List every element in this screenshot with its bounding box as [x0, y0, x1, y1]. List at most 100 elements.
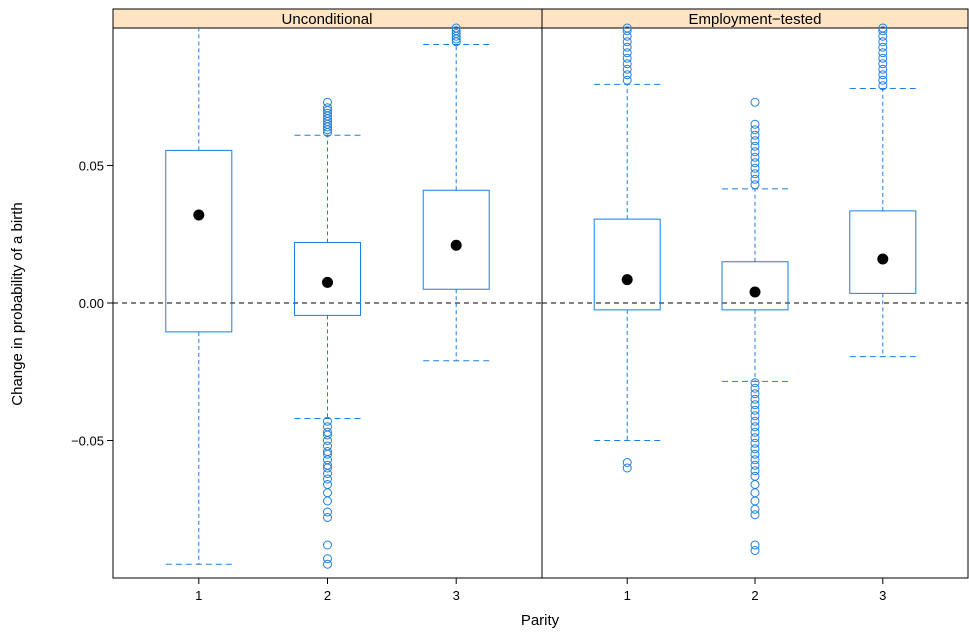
outlier-point [750, 540, 760, 550]
outlier-point [750, 466, 760, 476]
outlier-point [878, 23, 888, 33]
iqr-box [422, 189, 490, 290]
outlier-point [878, 81, 888, 91]
median-dot [322, 276, 333, 288]
outlier-point [323, 436, 332, 445]
outlier-point [750, 180, 760, 190]
outlier-point [750, 119, 760, 129]
outlier-point [750, 433, 760, 443]
outlier-point [323, 469, 332, 478]
x-tick-label: 2 [324, 588, 331, 603]
outlier-point [622, 458, 632, 467]
outlier-point [750, 460, 760, 470]
outlier-point [622, 37, 632, 47]
outlier-point [750, 169, 760, 179]
strip-label-employment-tested: Employment−tested [689, 11, 822, 28]
median-dot [621, 274, 633, 286]
outlier-point [750, 449, 760, 459]
y-tick-label: 0.00 [79, 296, 104, 311]
outlier-point [750, 455, 760, 465]
outlier-point [750, 444, 760, 454]
outlier-point [750, 471, 760, 481]
outlier-point [878, 53, 888, 63]
outlier-point [750, 174, 760, 184]
iqr-box [593, 218, 661, 311]
outlier-point [323, 449, 332, 459]
median-dot [877, 253, 889, 265]
outlier-point [323, 496, 332, 506]
outlier-point [750, 546, 760, 555]
outlier-point [750, 510, 760, 520]
outlier-point [622, 26, 632, 36]
outlier-point [750, 438, 760, 448]
outlier-point [750, 130, 760, 140]
outlier-point [622, 48, 632, 58]
outlier-point [323, 488, 332, 498]
y-axis: 0.05 0.00 −0.05 [71, 159, 113, 449]
outlier-point [323, 507, 332, 517]
x-tick-label: 2 [751, 588, 758, 603]
outlier-point [323, 513, 332, 522]
strip-label-unconditional: Unconditional [282, 11, 373, 28]
outlier-point [451, 26, 461, 36]
outlier-point [750, 97, 760, 107]
outlier-point [878, 64, 888, 74]
outlier-point [750, 488, 760, 498]
outlier-point [622, 64, 632, 74]
iqr-box [721, 261, 789, 311]
outlier-point [750, 496, 760, 506]
median-dot [749, 286, 761, 298]
outlier-point [750, 378, 760, 388]
outlier-point [750, 416, 760, 426]
outlier-point [878, 26, 888, 36]
outlier-point [878, 37, 888, 47]
x-tick-label: 1 [195, 588, 202, 603]
outlier-point [323, 97, 332, 107]
outlier-point [750, 152, 760, 162]
box-unconditional-1 [165, 28, 233, 565]
outlier-point [878, 59, 888, 69]
y-tick-label: 0.05 [79, 159, 104, 174]
outlier-point [622, 59, 632, 69]
outlier-point [878, 48, 888, 58]
outlier-point [323, 554, 332, 564]
outlier-point [622, 23, 632, 33]
box-unconditional-3 [422, 23, 490, 362]
outlier-point [622, 75, 632, 85]
outlier-point [750, 411, 760, 421]
outlier-point [750, 504, 760, 514]
outlier-point [622, 42, 632, 52]
outlier-point [323, 103, 332, 113]
x-tick-label: 3 [879, 588, 886, 603]
outlier-point [622, 70, 632, 80]
outlier-point [750, 125, 760, 135]
outlier-point [750, 422, 760, 432]
outlier-point [323, 559, 332, 569]
outlier-point [750, 400, 760, 410]
outlier-point [750, 141, 760, 151]
outlier-point [750, 136, 760, 146]
outlier-point [323, 416, 332, 426]
outlier-point [323, 108, 332, 118]
iqr-box [849, 210, 917, 294]
y-tick-label: −0.05 [71, 434, 104, 449]
outlier-point [750, 383, 760, 393]
outlier-point [451, 29, 461, 38]
box-employment-tested-1 [593, 23, 661, 473]
outlier-point [323, 480, 332, 489]
outlier-point [750, 163, 760, 173]
outlier-point [323, 474, 332, 484]
iqr-box [294, 242, 361, 316]
y-axis-title: Change in probability of a birth [9, 202, 26, 405]
median-dot [450, 239, 462, 251]
outlier-point [323, 540, 332, 550]
outlier-point [878, 75, 888, 85]
x-tick-label: 1 [624, 588, 631, 603]
outlier-point [451, 23, 461, 33]
box-employment-tested-2 [721, 97, 789, 555]
plot-layer [113, 23, 968, 569]
outlier-point [622, 463, 632, 473]
outlier-point [323, 430, 332, 440]
outlier-point [323, 463, 332, 473]
outlier-point [622, 53, 632, 63]
